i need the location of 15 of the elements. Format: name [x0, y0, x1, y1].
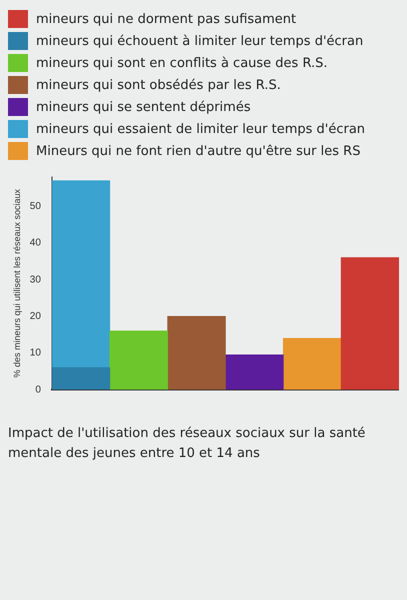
- y-tick-label: 40: [30, 238, 42, 249]
- y-tick-label: 50: [30, 201, 42, 212]
- legend-label: mineurs qui échouent à limiter leur temps d'écran: [36, 34, 364, 48]
- y-tick-label: 0: [35, 384, 42, 396]
- legend-label: Mineurs qui ne font rien d'autre qu'être sur les RS: [36, 144, 360, 158]
- legend-label: mineurs qui essaient de limiter leur temps d'écran: [36, 122, 366, 136]
- legend-label: mineurs qui ne dorment pas sufisament: [36, 12, 296, 26]
- y-tick-label: 20: [30, 311, 42, 322]
- y-axis-title: % des mineurs qui utilisent les réseaux sociaux: [12, 188, 22, 378]
- legend-label: mineurs qui sont obsédés par les R.S.: [36, 78, 281, 92]
- y-tick-label: 30: [30, 274, 42, 286]
- legend-label: mineurs qui sont en conflits à cause des R.S.: [36, 56, 328, 70]
- text: Impact de l'utilisation des réseaux sociaux sur la santé mentale des jeunes entre 10 et 14 ans: [8, 425, 366, 462]
- legend-label: mineurs qui se sentent déprimés: [36, 100, 251, 114]
- y-tick-label: 10: [30, 348, 42, 359]
